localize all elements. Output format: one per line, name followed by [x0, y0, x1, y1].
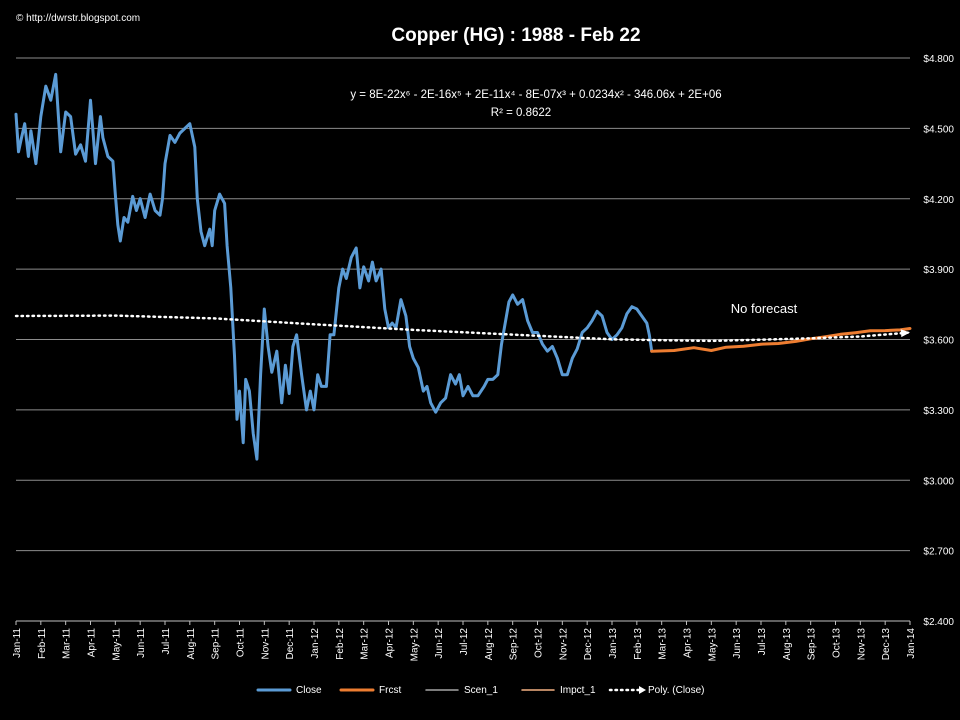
x-tick-label: Mar-13 [658, 628, 669, 660]
y-tick-label: $2.400 [923, 617, 954, 628]
x-tick-label: Feb-12 [335, 628, 346, 660]
x-tick-label: Jun-13 [732, 628, 743, 659]
series-line-close [14, 72, 654, 461]
legend-label-impct-1: Impct_1 [560, 685, 596, 696]
trendline-equation: y = 8E-22x⁶ - 2E-16x⁵ + 2E-11x⁴ - 8E-07x… [350, 89, 721, 101]
x-tick-label: Jan-14 [906, 628, 917, 659]
x-tick-label: Jul-12 [459, 628, 470, 656]
x-tick-label: Sep-13 [807, 628, 818, 661]
series-line-poly-close [14, 314, 912, 343]
x-tick-label: Jan-11 [12, 628, 23, 658]
annotation-no-forecast: No forecast [731, 301, 798, 316]
x-tick-label: Jun-12 [434, 628, 445, 659]
y-tick-label: $3.900 [923, 265, 954, 276]
x-tick-label: Jul-11 [161, 628, 172, 655]
y-tick-label: $3.600 [923, 336, 954, 347]
r-squared-label: R² = 0.8622 [491, 107, 551, 119]
y-tick-label: $2.700 [923, 547, 954, 558]
chart-title: Copper (HG) : 1988 - Feb 22 [391, 25, 640, 46]
legend-arrow-icon [639, 686, 646, 694]
legend: Close Frcst Scen_1 Impct_1 Poly. (Close) [256, 685, 705, 696]
credit-text: © http://dwrstr.blogspot.com [16, 13, 140, 24]
y-tick-label: $3.000 [923, 476, 954, 487]
x-tick-label: Jun-11 [136, 628, 147, 658]
x-tick-label: May-12 [409, 628, 420, 662]
x-tick-label: Nov-13 [856, 628, 867, 661]
x-tick-label: Apr-11 [87, 628, 98, 658]
trendline-arrowhead [900, 329, 910, 338]
x-tick-label: Dec-11 [285, 628, 296, 660]
x-tick-label: May-11 [111, 628, 122, 661]
x-tick-label: Aug-13 [782, 628, 793, 661]
x-tick-label: Jan-13 [608, 628, 619, 659]
x-tick-label: Aug-12 [484, 628, 495, 661]
y-tick-label: $3.300 [923, 406, 954, 417]
x-tick-label: May-13 [707, 628, 718, 662]
x-tick-label: Nov-11 [260, 628, 271, 660]
x-tick-label: Oct-11 [236, 628, 247, 658]
legend-label-close: Close [296, 685, 322, 696]
x-axis-ticks: Jan-11 Feb-11 Mar-11 Apr-11 May-11 Jun-11 Jul-… [12, 621, 917, 661]
x-tick-label: Oct-12 [534, 628, 545, 658]
legend-label-poly-close: Poly. (Close) [648, 685, 705, 696]
series-lines [14, 72, 912, 461]
x-tick-label: Dec-12 [583, 628, 594, 661]
series-line-frcst [650, 327, 912, 353]
x-tick-label: Aug-11 [186, 628, 197, 660]
x-tick-label: Feb-11 [37, 628, 48, 659]
x-tick-label: Mar-12 [360, 628, 371, 660]
x-tick-label: Oct-13 [832, 628, 843, 658]
y-tick-label: $4.200 [923, 195, 954, 206]
x-tick-label: Nov-12 [558, 628, 569, 661]
x-tick-label: Jan-12 [310, 628, 321, 659]
x-tick-label: Jul-13 [757, 628, 768, 656]
legend-label-scen-1: Scen_1 [464, 685, 498, 696]
x-tick-label: Mar-11 [62, 628, 73, 659]
y-tick-label: $4.800 [923, 54, 954, 65]
x-tick-label: Feb-13 [633, 628, 644, 660]
x-tick-label: Dec-13 [881, 628, 892, 661]
y-axis-ticks: $2.400 $2.700 $3.000 $3.300 $3.600 $3.900 $4.2… [923, 54, 954, 628]
x-tick-label: Sep-12 [509, 628, 520, 661]
x-tick-label: Apr-12 [385, 628, 396, 658]
legend-label-frcst: Frcst [379, 685, 401, 696]
y-tick-label: $4.500 [923, 124, 954, 135]
x-tick-label: Sep-11 [211, 628, 222, 660]
x-tick-label: Apr-13 [683, 628, 694, 658]
